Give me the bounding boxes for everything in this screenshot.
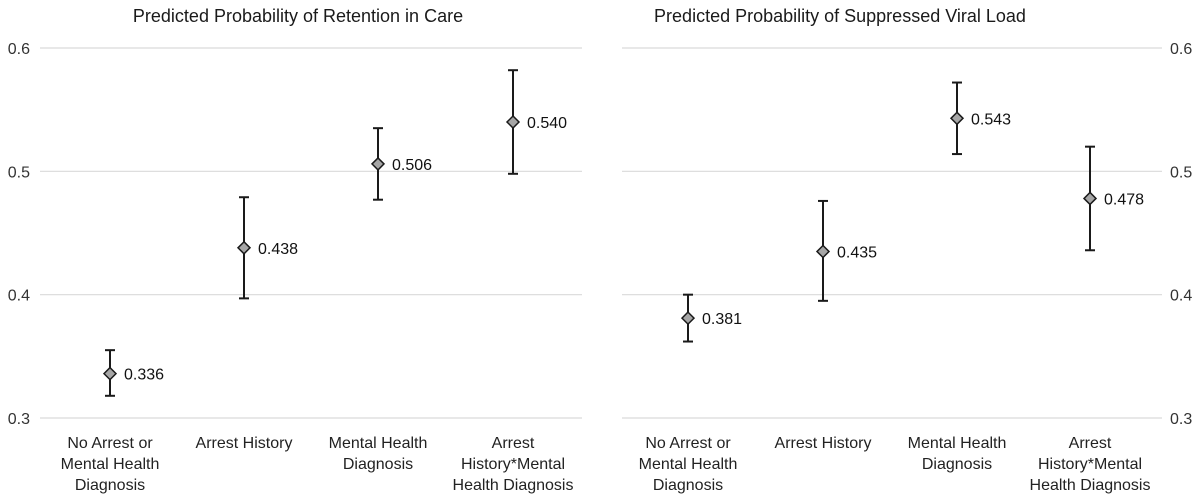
point-marker — [680, 311, 696, 326]
category-label-line: Mental Health — [908, 435, 1007, 452]
category-label-line: No Arrest or — [645, 435, 731, 452]
data-point: 0.438 — [236, 196, 298, 300]
point-marker — [236, 240, 252, 255]
category-label-line: Diagnosis — [343, 456, 413, 473]
point-marker — [949, 111, 965, 126]
category-label: Mental Health Diagnosis — [329, 435, 428, 473]
category-label-line: Arrest — [492, 435, 535, 452]
y-tick-label: 0.4 — [8, 288, 30, 305]
y-tick-label: 0.5 — [8, 164, 30, 181]
category-label: No Arrest or Mental Health Diagnosis — [639, 435, 738, 494]
y-tick-label: 0.6 — [8, 41, 30, 58]
category-label-line: Diagnosis — [922, 456, 992, 473]
category-label: No Arrest or Mental Health Diagnosis — [61, 435, 160, 494]
data-label: 0.506 — [392, 157, 432, 174]
data-point: 0.506 — [370, 127, 432, 201]
data-point: 0.478 — [1082, 145, 1144, 252]
data-label: 0.478 — [1104, 191, 1144, 208]
category-label-line: Health Diagnosis — [1030, 477, 1151, 494]
chart-panel-2: Predicted Probability of Suppressed Vira… — [622, 6, 1192, 494]
category-label-line: Mental Health — [329, 435, 428, 452]
data-label: 0.438 — [258, 241, 298, 258]
y-tick-label: 0.4 — [1170, 288, 1192, 305]
data-label: 0.543 — [971, 111, 1011, 128]
category-label-line: No Arrest or — [67, 435, 153, 452]
category-label: Arrest History*Mental Health Diagnosis — [453, 435, 574, 494]
category-label-line: History*Mental — [1038, 456, 1142, 473]
category-label-line: Mental Health — [61, 456, 160, 473]
category-label-line: Diagnosis — [653, 477, 723, 494]
point-marker — [505, 114, 521, 130]
data-point: 0.435 — [815, 199, 877, 302]
category-label-line: Mental Health — [639, 456, 738, 473]
category-label-line: Arrest — [1069, 435, 1112, 452]
category-label: Arrest History*Mental Health Diagnosis — [1030, 435, 1151, 494]
y-tick-label: 0.3 — [8, 411, 30, 428]
chart-title: Predicted Probability of Suppressed Vira… — [654, 6, 1026, 26]
point-marker — [1082, 191, 1098, 206]
category-label: Arrest History — [775, 435, 872, 452]
chart-panel-1: Predicted Probability of Retention in Ca… — [8, 6, 582, 494]
data-label: 0.381 — [702, 311, 742, 328]
category-label-line: Health Diagnosis — [453, 477, 574, 494]
category-label-line: History*Mental — [461, 456, 565, 473]
category-label: Mental Health Diagnosis — [908, 435, 1007, 473]
y-tick-label: 0.5 — [1170, 164, 1192, 181]
category-label-line: Diagnosis — [75, 477, 145, 494]
data-point: 0.381 — [680, 293, 742, 343]
data-label: 0.336 — [124, 367, 164, 384]
data-point: 0.336 — [102, 349, 164, 397]
category-label-line: Arrest History — [196, 435, 293, 452]
y-tick-label: 0.6 — [1170, 41, 1192, 58]
point-marker — [370, 156, 386, 171]
data-label: 0.540 — [527, 115, 567, 132]
data-point: 0.543 — [949, 81, 1011, 156]
data-point: 0.540 — [505, 69, 567, 175]
point-marker — [102, 366, 118, 381]
category-label: Arrest History — [196, 435, 293, 452]
chart-title: Predicted Probability of Retention in Ca… — [133, 6, 463, 26]
y-tick-label: 0.3 — [1170, 411, 1192, 428]
category-label-line: Arrest History — [775, 435, 872, 452]
point-marker — [815, 244, 831, 259]
data-label: 0.435 — [837, 245, 877, 262]
